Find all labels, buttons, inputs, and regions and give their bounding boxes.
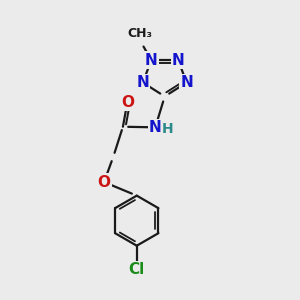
Text: N: N — [145, 53, 158, 68]
Text: N: N — [149, 120, 162, 135]
Text: N: N — [136, 75, 149, 90]
Text: Cl: Cl — [129, 262, 145, 277]
Text: O: O — [121, 95, 134, 110]
Text: O: O — [98, 175, 111, 190]
Text: CH₃: CH₃ — [127, 27, 152, 40]
Text: N: N — [180, 75, 193, 90]
Text: H: H — [162, 122, 173, 136]
Text: N: N — [172, 53, 184, 68]
